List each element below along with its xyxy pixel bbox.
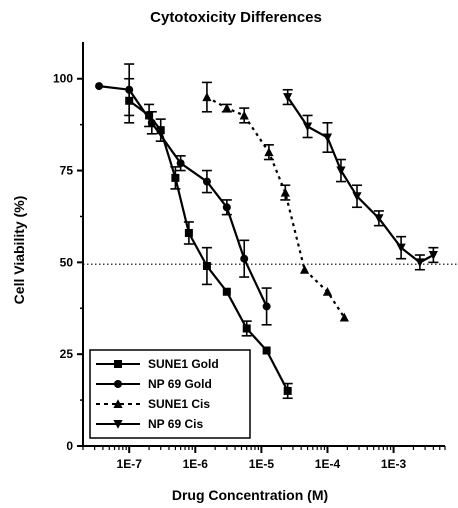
data-point xyxy=(262,302,271,311)
legend: SUNE1 Gold NP 69 Gold SUNE1 Cis NP 69 Cis xyxy=(89,349,251,439)
data-point xyxy=(222,103,232,113)
data-point xyxy=(176,159,185,168)
data-point xyxy=(374,214,384,224)
series-line xyxy=(286,96,434,264)
data-point xyxy=(299,264,310,274)
data-point xyxy=(184,228,193,237)
legend-marker xyxy=(113,399,123,408)
legend-marker xyxy=(114,380,122,388)
data-point xyxy=(202,92,212,102)
data-point xyxy=(145,111,154,120)
data-point xyxy=(147,118,156,127)
data-point xyxy=(322,286,333,296)
data-point xyxy=(264,147,274,157)
data-point xyxy=(283,386,292,395)
data-point xyxy=(322,133,333,143)
y-tick-label: 0 xyxy=(66,439,73,453)
y-tick-label: 75 xyxy=(60,164,74,178)
x-tick-label: 1E-5 xyxy=(249,457,275,471)
data-point xyxy=(352,192,362,202)
x-axis-label: Drug Concentration (M) xyxy=(172,487,328,503)
legend-marker xyxy=(114,360,122,368)
data-point xyxy=(428,251,438,260)
data-point xyxy=(240,254,249,263)
data-point xyxy=(125,85,134,94)
data-point xyxy=(222,203,231,212)
y-axis-label: Cell Viability (%) xyxy=(11,196,27,305)
legend-marker xyxy=(113,420,123,429)
data-point xyxy=(262,346,271,355)
x-tick-label: 1E-3 xyxy=(381,457,407,471)
plot-area: 0 25 50 75 100 1E-7 1E-6 1E-5 1E-4 1E-3 xyxy=(53,42,458,471)
data-point xyxy=(202,177,211,186)
data-point xyxy=(242,324,251,333)
data-point xyxy=(156,126,165,135)
data-point xyxy=(280,187,290,197)
data-point xyxy=(283,93,293,102)
legend-label: SUNE1 Cis xyxy=(148,397,210,411)
chart-title: Cytotoxicity Differences xyxy=(150,9,322,26)
data-point xyxy=(336,166,346,176)
y-tick-label: 50 xyxy=(60,255,74,269)
data-point xyxy=(239,110,249,120)
x-tick-label: 1E-7 xyxy=(117,457,143,471)
data-point xyxy=(222,287,231,296)
y-tick-label: 100 xyxy=(53,72,73,86)
data-point xyxy=(415,258,425,268)
x-tick-label: 1E-4 xyxy=(315,457,341,471)
data-point xyxy=(302,122,313,132)
data-point xyxy=(171,173,180,182)
series-line xyxy=(206,96,346,319)
legend-label: NP 69 Cis xyxy=(148,417,203,431)
data-point xyxy=(95,82,104,91)
data-point xyxy=(396,243,406,253)
data-point xyxy=(339,312,349,322)
data-point xyxy=(202,262,211,271)
y-tick-label: 25 xyxy=(60,347,74,361)
x-tick-label: 1E-6 xyxy=(183,457,209,471)
series-line xyxy=(98,85,268,307)
legend-label: NP 69 Gold xyxy=(148,377,212,391)
legend-label: SUNE1 Gold xyxy=(148,357,219,371)
